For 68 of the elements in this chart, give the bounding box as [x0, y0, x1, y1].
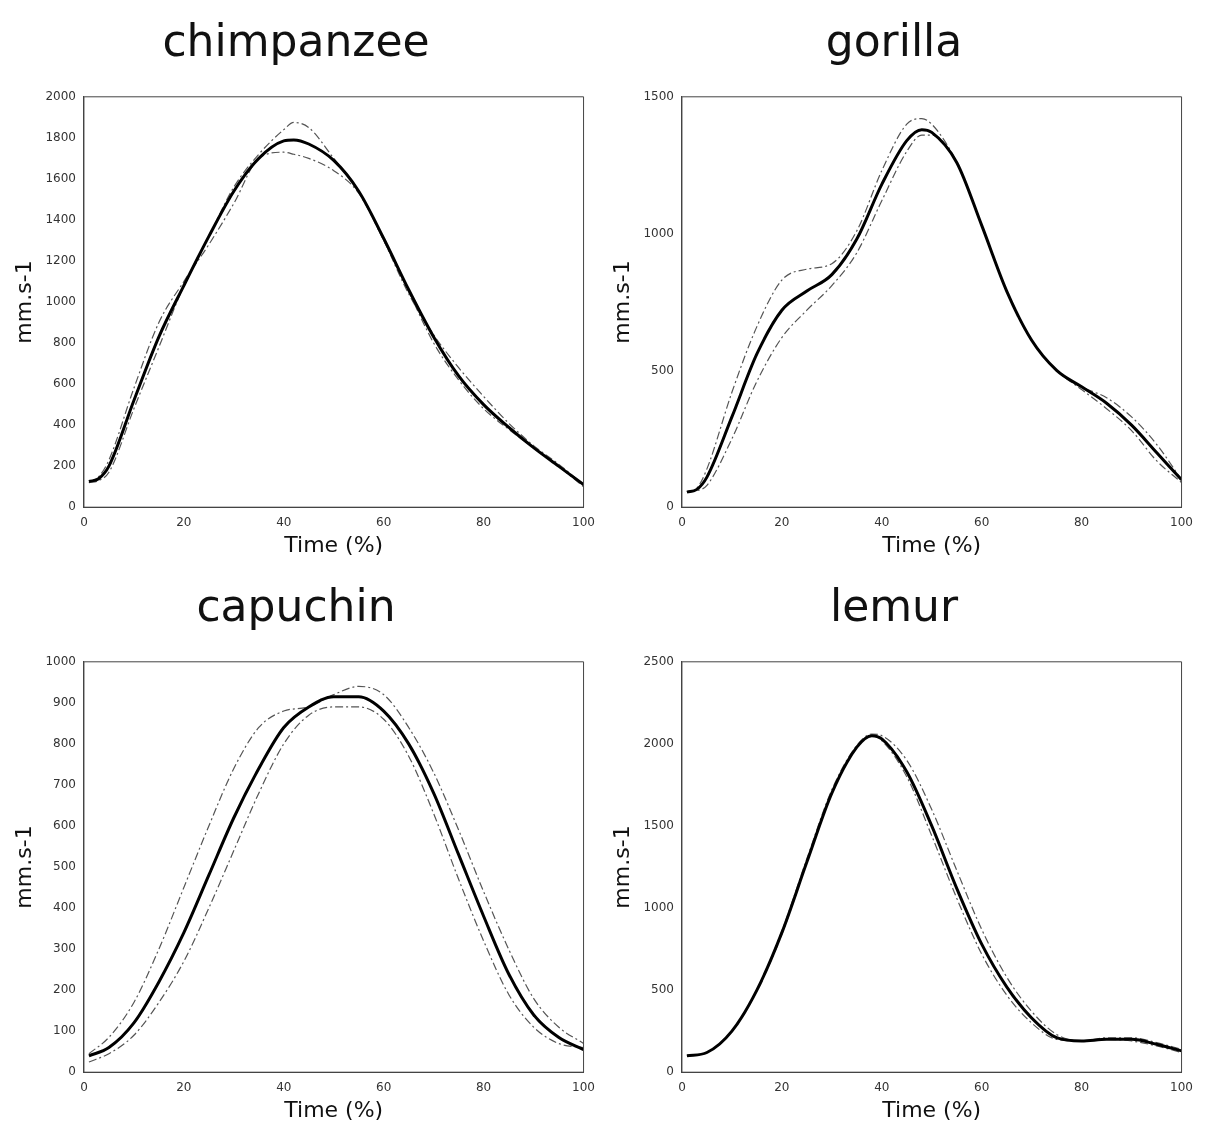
y-tick-label: 0: [68, 499, 76, 514]
y-tick-label: 200: [53, 458, 76, 473]
y-tick-label: 400: [53, 900, 76, 915]
x-tick-label: 0: [678, 1079, 686, 1094]
x-tick-label: 100: [1170, 514, 1193, 529]
y-tick-label: 2500: [643, 653, 674, 668]
y-tick-label: 0: [666, 1064, 674, 1079]
y-tick-label: 200: [53, 982, 76, 997]
x-tick-label: 60: [974, 514, 990, 529]
y-tick-label: 1000: [45, 653, 76, 668]
x-tick-label: 100: [1170, 1079, 1193, 1094]
y-tick-label: 1200: [45, 253, 76, 268]
x-tick-label: 20: [176, 514, 192, 529]
x-tick-label: 60: [376, 1079, 392, 1094]
y-tick-label: 1400: [45, 212, 76, 227]
y-axis-title: mm.s-1: [10, 825, 36, 909]
y-tick-label: 500: [651, 982, 674, 997]
y-tick-label: 500: [53, 859, 76, 874]
x-tick-label: 100: [572, 514, 595, 529]
x-tick-label: 20: [774, 1079, 790, 1094]
x-tick-label: 60: [376, 514, 392, 529]
x-tick-label: 0: [678, 514, 686, 529]
x-tick-label: 80: [475, 1079, 492, 1094]
x-tick-label: 40: [874, 1079, 890, 1094]
y-tick-label: 400: [53, 417, 76, 432]
x-axis-title: Time (%): [881, 1096, 982, 1122]
x-tick-label: 80: [475, 514, 492, 529]
y-tick-label: 0: [666, 499, 674, 514]
x-tick-label: 0: [80, 514, 88, 529]
x-tick-label: 60: [974, 1079, 990, 1094]
x-tick-label: 0: [80, 1079, 88, 1094]
y-axis-title: mm.s-1: [608, 260, 634, 344]
x-tick-label: 20: [176, 1079, 192, 1094]
y-tick-label: 100: [53, 1023, 76, 1038]
x-tick-label: 40: [874, 514, 890, 529]
y-tick-label: 600: [53, 818, 76, 833]
y-tick-label: 700: [53, 777, 76, 792]
y-tick-label: 800: [53, 335, 76, 350]
y-axis-title: mm.s-1: [10, 260, 36, 344]
x-axis-title: Time (%): [283, 1096, 384, 1122]
y-tick-label: 1800: [45, 129, 76, 144]
y-tick-label: 500: [651, 362, 674, 377]
y-tick-label: 1500: [643, 88, 674, 103]
y-tick-label: 900: [53, 694, 76, 709]
x-tick-label: 40: [276, 514, 292, 529]
x-tick-label: 80: [1073, 1079, 1090, 1094]
chart-title: gorilla: [825, 14, 963, 66]
x-tick-label: 80: [1073, 514, 1090, 529]
x-tick-label: 40: [276, 1079, 292, 1094]
y-tick-label: 300: [53, 941, 76, 956]
y-axis-title: mm.s-1: [608, 825, 634, 909]
y-tick-label: 800: [53, 736, 76, 751]
x-axis-title: Time (%): [283, 531, 384, 557]
y-tick-label: 1000: [643, 225, 674, 240]
y-tick-label: 1600: [45, 171, 76, 186]
chart-title: chimpanzee: [162, 14, 430, 66]
y-tick-label: 600: [53, 376, 76, 391]
y-tick-label: 2000: [45, 88, 76, 103]
chart-title: lemur: [829, 579, 959, 631]
y-tick-label: 1000: [45, 294, 76, 309]
x-tick-label: 100: [572, 1079, 595, 1094]
x-axis-title: Time (%): [881, 531, 982, 557]
y-tick-label: 1000: [643, 900, 674, 915]
y-tick-label: 1500: [643, 818, 674, 833]
chart-title: capuchin: [196, 579, 396, 631]
x-tick-label: 20: [774, 514, 790, 529]
y-tick-label: 2000: [643, 736, 674, 751]
y-tick-label: 0: [68, 1064, 76, 1079]
